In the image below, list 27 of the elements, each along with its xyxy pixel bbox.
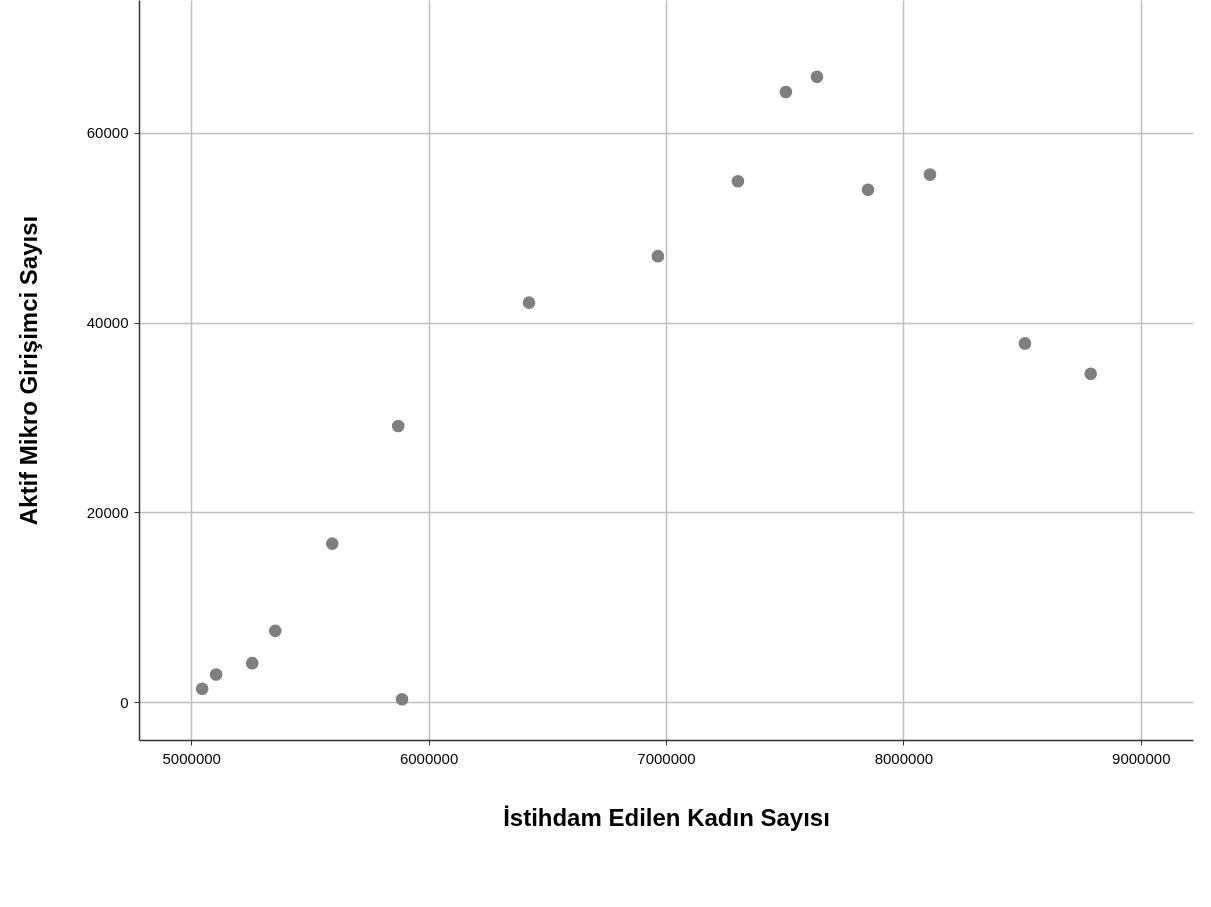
y-tick-label: 40000 (86, 314, 129, 332)
point (1018, 337, 1032, 350)
x-tick-label: 7000000 (637, 749, 696, 767)
y-tick-label: 60000 (86, 124, 129, 142)
x-tick-label: 5000000 (162, 749, 221, 767)
point (731, 174, 745, 188)
y-tick-label: 20000 (86, 503, 129, 521)
point (923, 168, 937, 181)
point (209, 668, 223, 681)
point (268, 624, 282, 638)
point (325, 537, 339, 550)
point (395, 692, 409, 706)
x-tick-label: 9000000 (1112, 749, 1171, 767)
point (245, 656, 259, 670)
point (651, 249, 665, 263)
point (810, 70, 824, 84)
x-tick-label: 6000000 (399, 749, 459, 767)
point (779, 85, 793, 99)
point (391, 419, 405, 433)
x-axis-title: İstihdam Edilen Kadın Sayısı (503, 803, 830, 831)
point (1084, 367, 1098, 381)
point (861, 183, 875, 197)
point (195, 682, 209, 696)
y-axis-title: Aktif Mikro Girişimci Sayısı (14, 215, 42, 526)
x-tick-label: 8000000 (874, 749, 934, 767)
y-tick-label: 0 (120, 693, 129, 711)
point (522, 296, 536, 309)
